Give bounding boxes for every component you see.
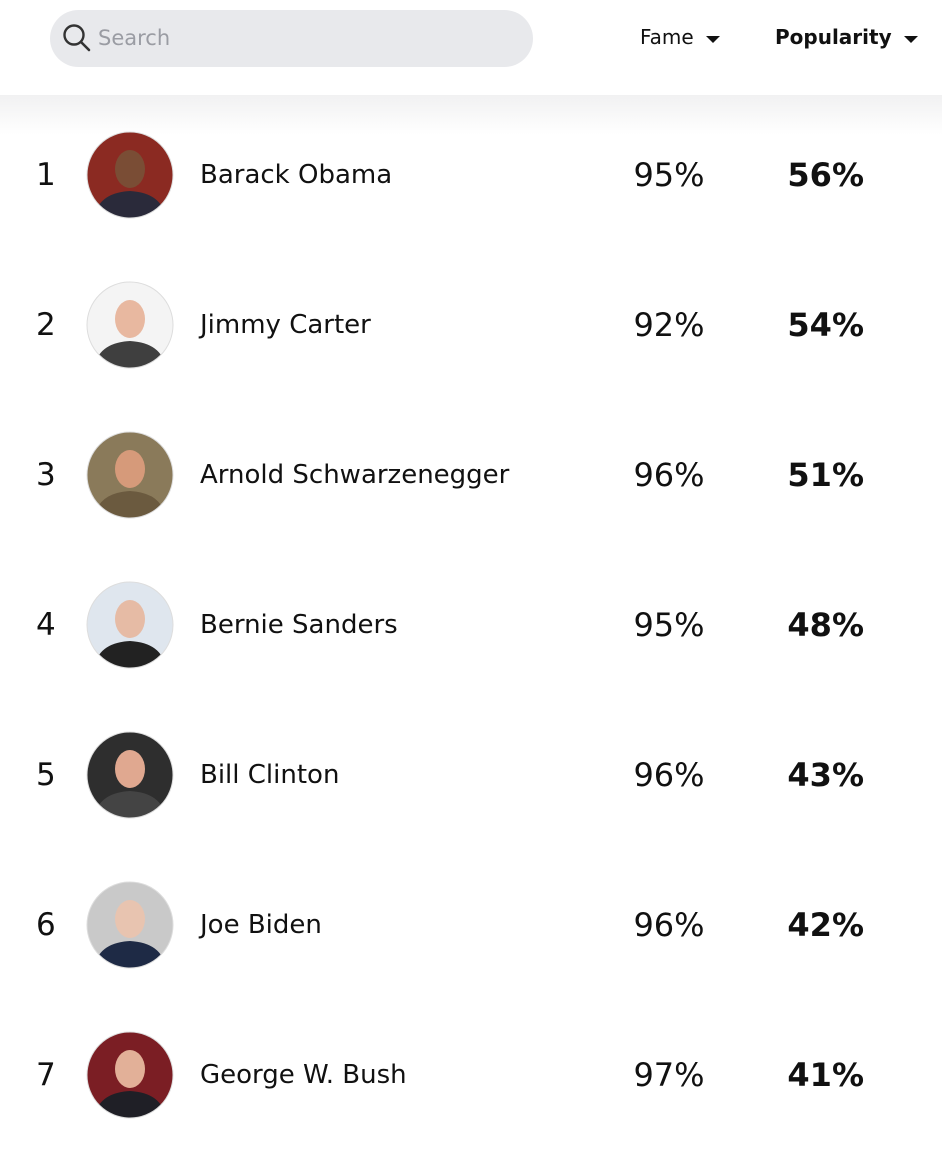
sort-popularity[interactable]: Popularity — [775, 20, 918, 54]
header-shadow — [0, 95, 942, 135]
list-row[interactable]: 7 George W. Bush 97% 41% — [0, 1000, 942, 1150]
rank: 5 — [36, 757, 56, 793]
avatar-image — [86, 731, 174, 819]
fame-score: 95% — [633, 156, 705, 194]
header: Search Fame Popularity — [0, 0, 942, 95]
person-name: Bernie Sanders — [200, 610, 398, 640]
popularity-score: 56% — [787, 156, 864, 194]
fame-score: 96% — [633, 906, 705, 944]
search-icon — [63, 24, 91, 52]
avatar — [86, 281, 174, 373]
avatar — [86, 731, 174, 823]
person-name: Arnold Schwarzenegger — [200, 460, 510, 490]
fame-score: 96% — [633, 756, 705, 794]
fame-score: 92% — [633, 306, 705, 344]
caret — [705, 35, 720, 43]
list-row[interactable]: 4 Bernie Sanders 95% 48% — [0, 550, 942, 700]
avatar — [86, 581, 174, 673]
list-row[interactable]: 6 Joe Biden 96% 42% — [0, 850, 942, 1000]
popularity-score: 54% — [787, 306, 864, 344]
person-name: Joe Biden — [200, 910, 322, 940]
list-row[interactable]: 5 Bill Clinton 96% 43% — [0, 700, 942, 850]
person-name: Bill Clinton — [200, 760, 340, 790]
avatar — [86, 131, 174, 223]
fame-score: 96% — [633, 456, 705, 494]
avatar-image — [86, 1031, 174, 1119]
column-label: Popularity — [775, 25, 892, 49]
rank: 6 — [36, 907, 56, 943]
avatar — [86, 431, 174, 523]
list-row[interactable]: 2 Jimmy Carter 92% 54% — [0, 250, 942, 400]
avatar — [86, 1031, 174, 1123]
fame-score: 95% — [633, 606, 705, 644]
avatar-image — [86, 881, 174, 969]
column-label: Fame — [640, 25, 694, 49]
avatar-image — [86, 431, 174, 519]
search-placeholder: Search — [98, 26, 171, 50]
avatar-image — [86, 281, 174, 369]
popularity-score: 43% — [787, 756, 864, 794]
rank: 7 — [36, 1057, 56, 1093]
person-name: George W. Bush — [200, 1060, 407, 1090]
avatar-image — [86, 131, 174, 219]
rank: 2 — [36, 307, 56, 343]
avatar — [86, 881, 174, 973]
search-box[interactable]: Search — [50, 10, 533, 67]
popularity-score: 42% — [787, 906, 864, 944]
person-name: Jimmy Carter — [200, 310, 371, 340]
avatar-image — [86, 581, 174, 669]
list-row[interactable]: 1 Barack Obama 95% 56% — [0, 100, 942, 250]
rank: 3 — [36, 457, 56, 493]
list-row[interactable]: 3 Arnold Schwarzenegger 96% 51% — [0, 400, 942, 550]
popularity-score: 48% — [787, 606, 864, 644]
rank: 1 — [36, 157, 56, 193]
person-name: Barack Obama — [200, 160, 393, 190]
popularity-score: 51% — [787, 456, 864, 494]
caret — [903, 35, 918, 43]
sort-fame[interactable]: Fame — [640, 20, 720, 54]
popularity-score: 41% — [787, 1056, 864, 1094]
fame-score: 97% — [633, 1056, 705, 1094]
rank: 4 — [36, 607, 56, 643]
